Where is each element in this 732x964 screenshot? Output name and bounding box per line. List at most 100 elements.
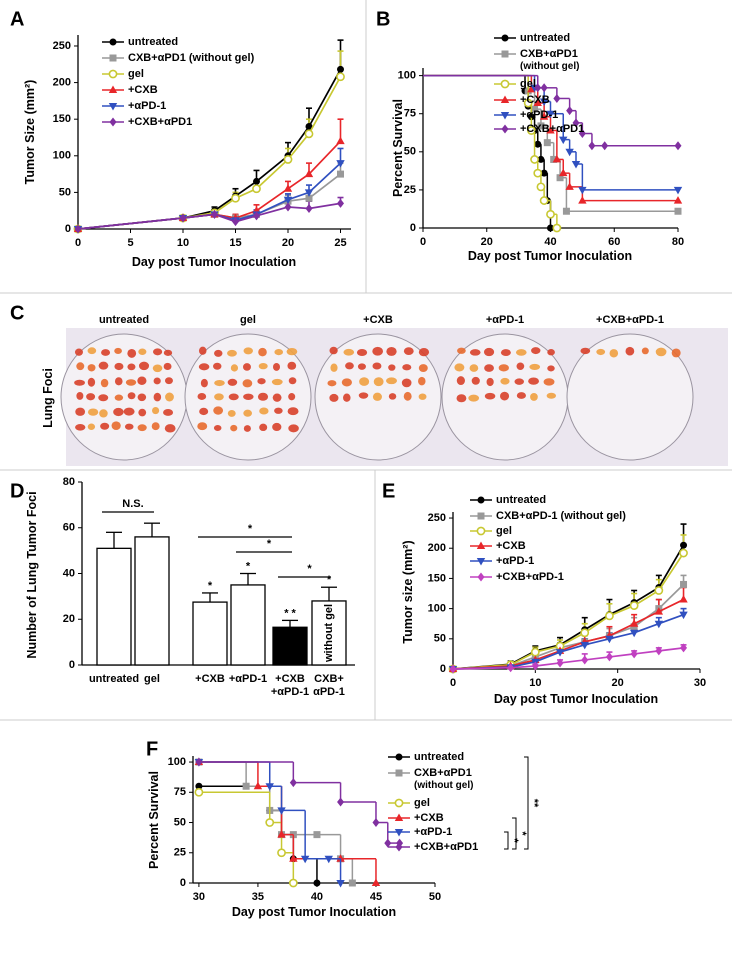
lung-specimen [257, 378, 266, 385]
group-label: untreated [99, 314, 149, 326]
lung-specimen [197, 422, 208, 431]
marker [566, 106, 574, 116]
lung-specimen [198, 346, 207, 355]
x-tick-label: +CXB [195, 673, 225, 685]
legend-label: gel [414, 797, 430, 809]
legend-label: +CXB+αPD1 [128, 116, 192, 128]
group-label: +CXB [363, 314, 393, 326]
x-tick-label: 5 [127, 237, 133, 249]
marker [534, 83, 542, 93]
marker [526, 126, 536, 135]
legend-label: +CXB [128, 84, 158, 96]
lung-specimen [76, 391, 84, 400]
marker [680, 541, 688, 549]
lung-specimen [114, 394, 124, 401]
lung-specimen [227, 349, 237, 357]
marker [539, 112, 549, 120]
marker [277, 848, 286, 858]
marker [537, 122, 545, 130]
lung-specimen [288, 393, 296, 401]
y-tick-label: 100 [53, 150, 71, 162]
x-tick-label: 15 [229, 237, 241, 249]
lung-specimen [372, 362, 382, 370]
y-tick-label: 50 [174, 816, 186, 828]
lung-specimen [454, 363, 465, 372]
lung-specimen [75, 407, 86, 416]
marker [654, 607, 664, 615]
marker [277, 807, 286, 815]
legend-marker [500, 95, 510, 103]
marker [179, 213, 187, 223]
marker [539, 98, 549, 107]
marker [283, 196, 293, 205]
x-tick-label: 10 [529, 677, 541, 689]
lung-specimen [153, 392, 162, 402]
lung-specimen [214, 380, 225, 387]
x-tick-label: 0 [450, 677, 456, 689]
bar [134, 536, 170, 666]
lung-specimen [655, 347, 667, 357]
panel-label: D [10, 480, 24, 502]
legend-label: CXB+αPD1 (without gel) [128, 52, 255, 64]
marker [530, 155, 539, 164]
marker [313, 879, 321, 887]
marker [242, 782, 250, 790]
marker [534, 140, 542, 148]
x-tick-label: +αPD-1 [229, 673, 267, 685]
lung-specimen [123, 407, 135, 416]
y-axis-title: Tumor size (mm²) [401, 540, 415, 643]
lung-specimen [74, 348, 83, 356]
marker [304, 189, 314, 197]
lung-specimen [76, 362, 85, 371]
x-tick-label: 80 [672, 236, 684, 248]
lung-specimen [483, 347, 495, 357]
x-axis-title: Day post Tumor Inoculation [132, 255, 296, 269]
x-axis-title: Day post Tumor Inoculation [232, 905, 396, 919]
x-tick-label: 45 [370, 891, 382, 903]
marker [630, 623, 638, 631]
x-tick-label: 40 [311, 891, 323, 903]
lung-specimen [151, 422, 160, 431]
x-tick-label: 10 [177, 237, 189, 249]
legend-marker [476, 541, 486, 549]
lung-specimen [500, 391, 510, 401]
marker [674, 141, 682, 151]
y-axis-title: Tumor Size (mm²) [23, 80, 37, 185]
legend-marker [108, 69, 118, 79]
y-tick-label: 100 [398, 70, 416, 82]
marker [540, 169, 548, 177]
lung-specimen [547, 365, 555, 372]
lung-specimen [456, 376, 465, 385]
group-label: +αPD-1 [486, 314, 524, 326]
lung-specimen [671, 348, 681, 358]
lung-specimen [388, 393, 397, 400]
marker [578, 196, 587, 204]
legend-marker [477, 512, 485, 520]
lung-specimen [242, 363, 251, 371]
y-tick-label: 25 [404, 184, 416, 196]
lung-specimen [258, 363, 268, 370]
panel-label: C [10, 302, 24, 324]
lung-specimen [87, 377, 96, 387]
legend-marker [394, 813, 404, 821]
marker [313, 831, 321, 839]
lung-specimen [288, 377, 297, 385]
legend-label: +CXB [414, 812, 444, 824]
lung-specimen [153, 377, 161, 385]
lung-specimen [137, 393, 147, 402]
lung-specimen [372, 392, 382, 401]
lung-specimen [214, 393, 224, 401]
legend-label: CXB+αPD1 (without gel) [520, 48, 579, 72]
marker [384, 838, 392, 848]
y-axis-title: Percent Survival [147, 771, 161, 869]
lung-specimen [343, 393, 351, 402]
lung-specimen [243, 425, 251, 432]
lung-specimen [152, 406, 160, 415]
lung-specimen [286, 347, 298, 356]
lung-specimen [386, 346, 397, 356]
lung-specimen [100, 422, 110, 430]
lung-specimen [418, 376, 426, 386]
marker [252, 184, 261, 194]
lung-specimen [197, 393, 207, 400]
legend-label: gel [520, 78, 536, 90]
